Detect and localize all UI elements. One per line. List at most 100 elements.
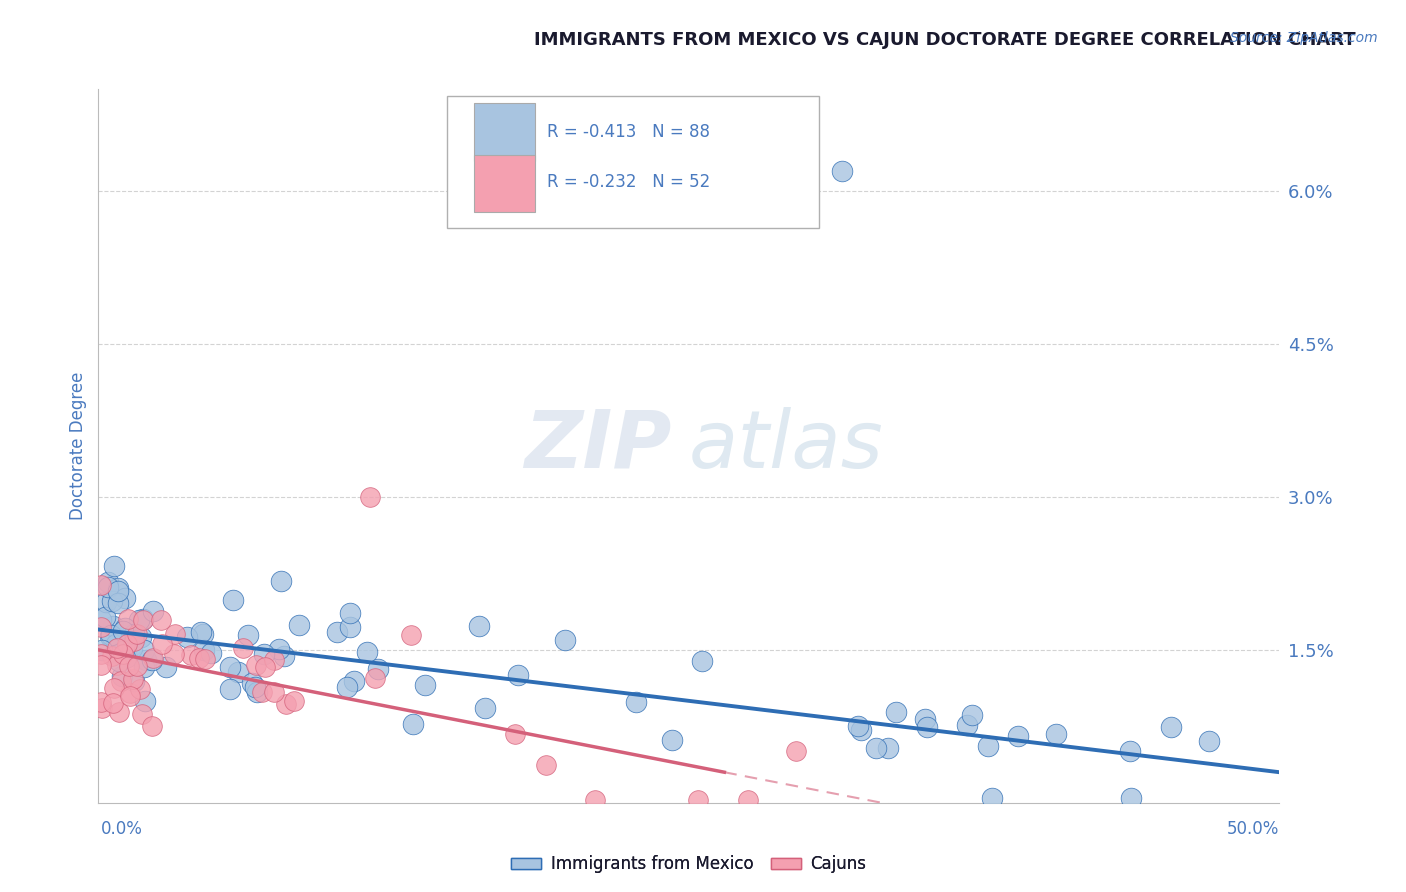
Point bbox=[236, 627, 259, 641]
Point bbox=[163, 648, 186, 662]
Point bbox=[977, 739, 1000, 754]
Point bbox=[232, 640, 254, 655]
Point bbox=[218, 681, 240, 696]
Point bbox=[134, 694, 156, 708]
Point bbox=[534, 757, 557, 772]
Point bbox=[356, 645, 378, 659]
Point bbox=[367, 662, 389, 676]
Point bbox=[115, 650, 138, 665]
Text: R = -0.413   N = 88: R = -0.413 N = 88 bbox=[547, 123, 710, 141]
Point bbox=[91, 701, 114, 715]
Point bbox=[364, 671, 387, 685]
Point bbox=[554, 632, 576, 647]
Point bbox=[103, 558, 125, 573]
Point bbox=[270, 574, 292, 589]
Point bbox=[141, 653, 163, 667]
Point bbox=[228, 665, 250, 679]
Point bbox=[111, 624, 134, 638]
Text: 0.0%: 0.0% bbox=[101, 820, 143, 838]
Point bbox=[94, 594, 117, 608]
Point bbox=[90, 647, 112, 661]
Point bbox=[339, 620, 361, 634]
Point bbox=[142, 604, 165, 618]
Point bbox=[1198, 734, 1220, 748]
Point bbox=[624, 695, 647, 709]
Point bbox=[131, 707, 153, 722]
Point bbox=[90, 643, 112, 657]
Point bbox=[326, 624, 349, 639]
Point bbox=[132, 612, 155, 626]
Point bbox=[121, 672, 143, 686]
Text: R = -0.232   N = 52: R = -0.232 N = 52 bbox=[547, 173, 710, 191]
Point bbox=[101, 648, 124, 663]
Point bbox=[849, 723, 872, 738]
Point bbox=[187, 650, 209, 665]
Point bbox=[194, 652, 217, 666]
Point bbox=[243, 680, 266, 694]
Point bbox=[914, 712, 936, 726]
Point bbox=[105, 641, 128, 656]
Point bbox=[129, 630, 152, 644]
Point bbox=[583, 793, 606, 807]
Point bbox=[108, 647, 131, 661]
Point bbox=[222, 593, 245, 607]
Point bbox=[128, 613, 150, 627]
Point bbox=[180, 648, 202, 662]
Point bbox=[107, 581, 129, 595]
Point bbox=[246, 685, 269, 699]
Point bbox=[90, 613, 112, 627]
Point bbox=[118, 658, 141, 673]
Point bbox=[101, 593, 124, 607]
Point bbox=[474, 700, 496, 714]
Point bbox=[877, 741, 900, 756]
Point bbox=[165, 627, 187, 641]
Point bbox=[111, 669, 134, 683]
Point bbox=[105, 636, 128, 650]
Point bbox=[98, 629, 121, 643]
Point bbox=[103, 619, 125, 633]
Point bbox=[132, 643, 155, 657]
Point bbox=[114, 620, 136, 634]
Point bbox=[273, 648, 295, 663]
Point bbox=[132, 613, 155, 627]
Point bbox=[105, 657, 128, 672]
Point bbox=[141, 718, 163, 732]
Point bbox=[193, 626, 215, 640]
Point bbox=[97, 580, 120, 594]
Point bbox=[118, 689, 141, 703]
Point bbox=[132, 660, 155, 674]
Point bbox=[90, 695, 112, 709]
Point bbox=[129, 681, 152, 696]
Point bbox=[960, 707, 983, 722]
Point bbox=[155, 660, 177, 674]
Point bbox=[100, 628, 122, 642]
Point bbox=[503, 727, 526, 741]
Point bbox=[690, 654, 713, 668]
Point bbox=[917, 720, 939, 734]
Point bbox=[107, 597, 129, 611]
Point bbox=[263, 653, 285, 667]
Point bbox=[468, 619, 491, 633]
Point bbox=[401, 628, 423, 642]
Legend: Immigrants from Mexico, Cajuns: Immigrants from Mexico, Cajuns bbox=[505, 849, 873, 880]
Point bbox=[219, 660, 242, 674]
Point bbox=[150, 637, 173, 651]
FancyBboxPatch shape bbox=[474, 155, 536, 212]
Point bbox=[90, 577, 112, 591]
Point bbox=[508, 668, 530, 682]
Point bbox=[200, 646, 222, 660]
Point bbox=[402, 717, 425, 731]
Point bbox=[127, 658, 149, 673]
Text: atlas: atlas bbox=[689, 407, 884, 485]
Point bbox=[124, 634, 146, 648]
Point bbox=[242, 675, 264, 690]
Point bbox=[343, 674, 366, 689]
Point bbox=[253, 647, 276, 661]
Text: Source: ZipAtlas.com: Source: ZipAtlas.com bbox=[1230, 31, 1378, 45]
Point bbox=[267, 642, 290, 657]
Point bbox=[1119, 744, 1142, 758]
Point bbox=[111, 648, 134, 662]
Point bbox=[288, 618, 311, 632]
Point bbox=[193, 642, 215, 657]
Point bbox=[865, 740, 887, 755]
